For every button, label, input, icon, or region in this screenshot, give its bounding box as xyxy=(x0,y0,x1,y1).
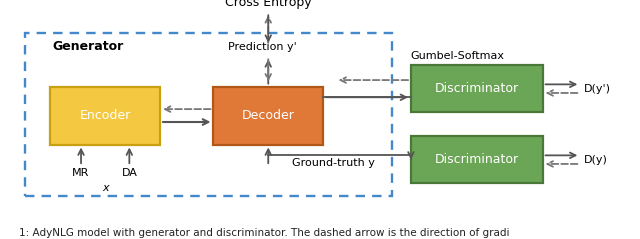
Text: Cross Entropy: Cross Entropy xyxy=(225,0,312,9)
Text: Discriminator: Discriminator xyxy=(435,82,519,95)
Text: Generator: Generator xyxy=(52,40,124,53)
Text: DA: DA xyxy=(122,168,137,178)
FancyBboxPatch shape xyxy=(213,87,323,145)
Text: x: x xyxy=(102,183,109,193)
FancyBboxPatch shape xyxy=(51,87,160,145)
Text: Ground-truth y: Ground-truth y xyxy=(292,158,375,168)
Text: D(y'): D(y') xyxy=(584,84,611,94)
Text: 1: AdyNLG model with generator and discriminator. The dashed arrow is the direct: 1: AdyNLG model with generator and discr… xyxy=(19,228,509,239)
Text: Decoder: Decoder xyxy=(242,109,294,122)
Text: Encoder: Encoder xyxy=(79,109,131,122)
Text: Prediction y': Prediction y' xyxy=(228,42,296,52)
Text: MR: MR xyxy=(72,168,90,178)
FancyBboxPatch shape xyxy=(411,136,543,183)
Text: D(y): D(y) xyxy=(584,155,607,165)
Text: Discriminator: Discriminator xyxy=(435,153,519,166)
Bar xyxy=(25,33,392,196)
FancyBboxPatch shape xyxy=(411,65,543,112)
Text: Gumbel-Softmax: Gumbel-Softmax xyxy=(410,51,504,61)
